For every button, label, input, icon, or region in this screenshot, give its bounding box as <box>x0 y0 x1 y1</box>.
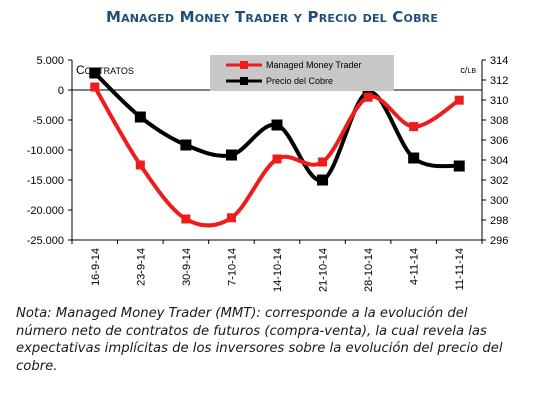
chart-note: Nota: Managed Money Trader (MMT): corres… <box>16 306 503 374</box>
chart-legend: Managed Money Trader Precio del Cobre <box>210 55 394 91</box>
x-tick-label: 4-11-14 <box>409 248 421 285</box>
left-tick-label: -25.000 <box>27 235 64 247</box>
right-tick-label: 300 <box>490 195 508 207</box>
left-tick-label: -20.000 <box>27 205 64 217</box>
cobre-point <box>225 149 237 161</box>
chart-title: Managed Money Trader y Precio del Cobre <box>105 8 439 26</box>
right-axis-title: c/LB <box>460 65 476 75</box>
x-tick-label: 21-10-14 <box>318 248 330 292</box>
right-tick-label: 314 <box>490 55 508 67</box>
legend-label: Managed Money Trader <box>266 60 362 70</box>
right-tick-label: 296 <box>490 235 508 247</box>
mmt-point <box>409 122 419 132</box>
cobre-point <box>408 152 420 164</box>
left-axis-title: CONTRATOS <box>76 63 134 77</box>
mmt-point <box>135 160 145 170</box>
x-tick-label: 30-9-14 <box>181 248 193 286</box>
left-tick-label: 5.000 <box>36 55 64 67</box>
right-tick-label: 310 <box>490 95 508 107</box>
x-tick-label: 14-10-14 <box>272 248 284 292</box>
left-tick-label: -10.000 <box>27 145 64 157</box>
mmt-point <box>318 157 328 167</box>
left-tick-label: -5.000 <box>33 115 64 127</box>
cobre-point <box>134 111 146 123</box>
cobre-point <box>453 160 465 172</box>
mmt-point <box>181 214 191 224</box>
legend-label: Precio del Cobre <box>266 76 333 86</box>
mmt-point <box>363 92 373 102</box>
mmt-point <box>226 213 236 223</box>
cobre-point <box>89 67 101 79</box>
cobre-series-line <box>93 71 460 183</box>
left-tick-label: -15.000 <box>27 175 64 187</box>
chart-series <box>89 67 465 228</box>
right-tick-label: 306 <box>490 135 508 147</box>
mmt-point <box>90 82 100 92</box>
cobre-point <box>317 174 329 186</box>
cobre-point <box>180 139 192 151</box>
right-tick-label: 312 <box>490 75 508 87</box>
right-tick-label: 298 <box>490 215 508 227</box>
chart: 5.000 0 -5.000 -10.000 -15.000 -20.000 -25.000… <box>27 55 508 292</box>
x-tick-label: 11-11-14 <box>454 248 466 290</box>
x-tick-label: 7-10-14 <box>226 248 238 286</box>
x-tick-label: 23-9-14 <box>135 248 147 286</box>
x-tick-label: 28-10-14 <box>363 248 375 292</box>
x-tick-label: 16-9-14 <box>90 248 102 286</box>
right-tick-label: 308 <box>490 115 508 127</box>
left-tick-label: 0 <box>58 85 64 97</box>
cobre-point <box>362 86 374 98</box>
legend-marker <box>240 77 248 85</box>
mmt-point <box>272 154 282 164</box>
legend-marker <box>240 61 248 69</box>
cobre-point <box>271 119 283 131</box>
mmt-point <box>454 95 464 105</box>
right-tick-label: 304 <box>490 155 508 167</box>
right-tick-label: 302 <box>490 175 508 187</box>
